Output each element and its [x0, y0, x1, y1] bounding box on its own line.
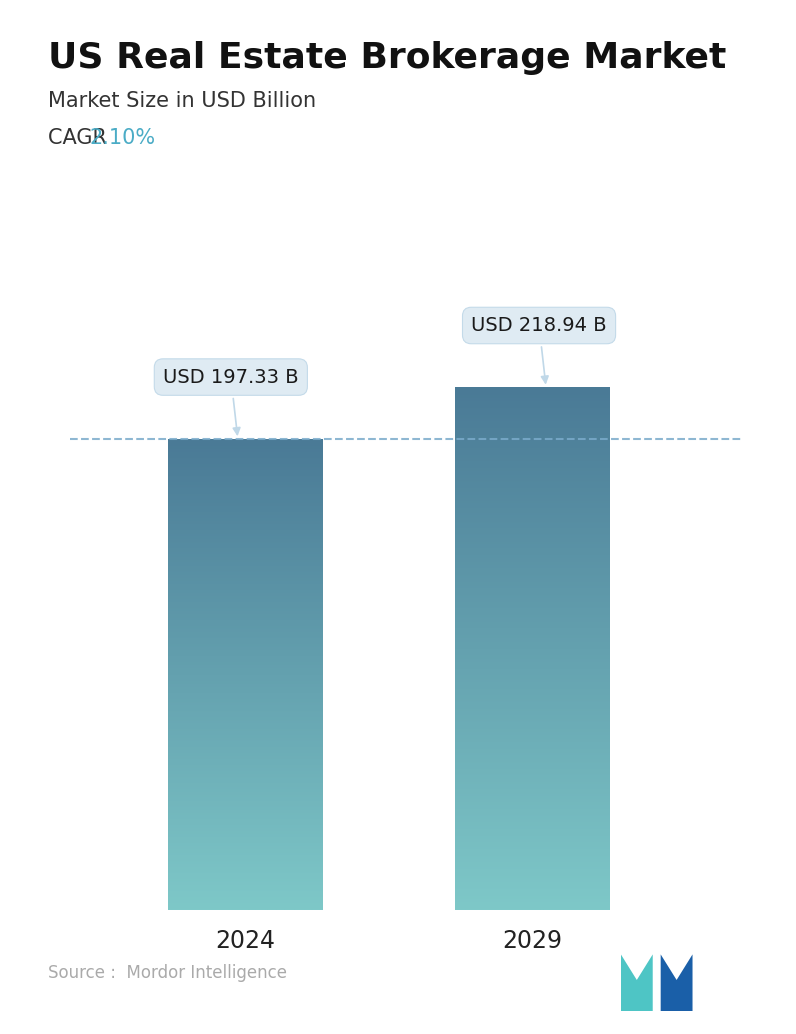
- Text: USD 197.33 B: USD 197.33 B: [163, 367, 298, 434]
- Text: Source :  Mordor Intelligence: Source : Mordor Intelligence: [48, 965, 287, 982]
- Polygon shape: [621, 954, 653, 1011]
- Text: USD 218.94 B: USD 218.94 B: [471, 316, 607, 383]
- Text: US Real Estate Brokerage Market: US Real Estate Brokerage Market: [48, 41, 726, 75]
- Text: Market Size in USD Billion: Market Size in USD Billion: [48, 91, 316, 111]
- Text: CAGR: CAGR: [48, 128, 113, 148]
- Text: 2.10%: 2.10%: [90, 128, 156, 148]
- Polygon shape: [661, 954, 693, 1011]
